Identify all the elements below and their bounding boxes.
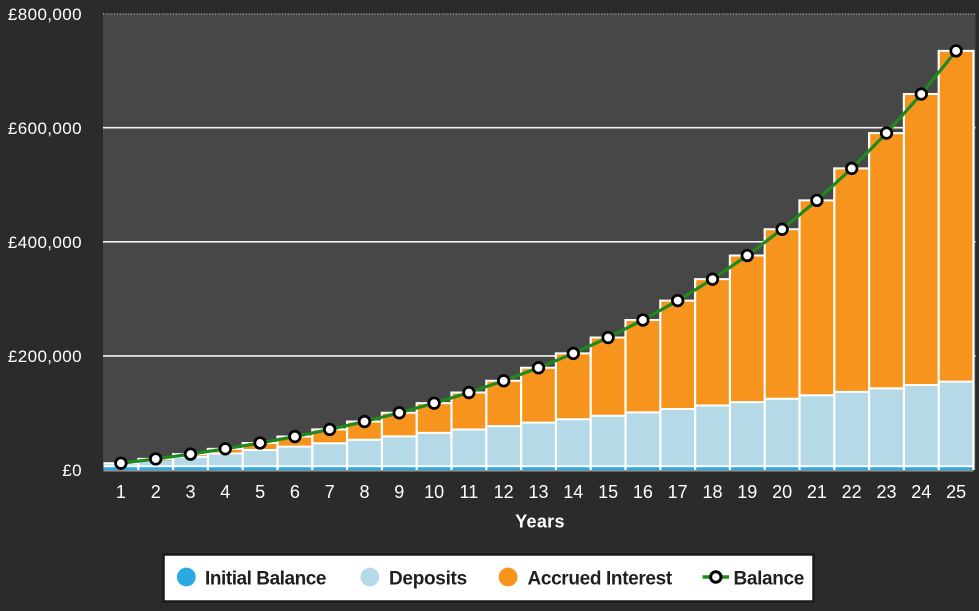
svg-text:£600,000: £600,000 [8, 119, 82, 138]
svg-text:13: 13 [528, 482, 548, 502]
svg-text:Years: Years [515, 512, 565, 532]
svg-text:1: 1 [116, 482, 126, 502]
svg-text:16: 16 [633, 482, 653, 502]
svg-text:4: 4 [220, 482, 230, 502]
svg-text:Balance: Balance [734, 569, 804, 590]
svg-text:5: 5 [255, 482, 265, 502]
svg-text:£0: £0 [62, 461, 82, 480]
svg-text:2: 2 [151, 482, 161, 502]
svg-text:24: 24 [911, 482, 931, 502]
svg-text:23: 23 [876, 482, 896, 502]
svg-text:Accrued Interest: Accrued Interest [528, 569, 673, 590]
svg-text:£800,000: £800,000 [8, 5, 82, 24]
svg-text:20: 20 [772, 482, 792, 502]
svg-text:7: 7 [325, 482, 335, 502]
svg-text:11: 11 [460, 482, 479, 502]
svg-text:17: 17 [668, 482, 688, 502]
svg-text:8: 8 [359, 482, 369, 502]
svg-text:10: 10 [424, 482, 444, 502]
svg-text:18: 18 [702, 482, 722, 502]
svg-text:12: 12 [494, 482, 514, 502]
svg-text:9: 9 [394, 482, 404, 502]
svg-text:19: 19 [737, 482, 757, 502]
svg-text:25: 25 [946, 482, 966, 502]
svg-text:3: 3 [185, 482, 195, 502]
svg-text:14: 14 [563, 482, 583, 502]
svg-text:Initial Balance: Initial Balance [205, 569, 326, 590]
svg-text:6: 6 [290, 482, 300, 502]
svg-text:21: 21 [807, 482, 827, 502]
svg-text:15: 15 [598, 482, 618, 502]
svg-text:22: 22 [842, 482, 862, 502]
svg-text:£200,000: £200,000 [8, 347, 82, 366]
svg-text:£400,000: £400,000 [8, 233, 82, 252]
svg-text:Deposits: Deposits [389, 569, 467, 590]
